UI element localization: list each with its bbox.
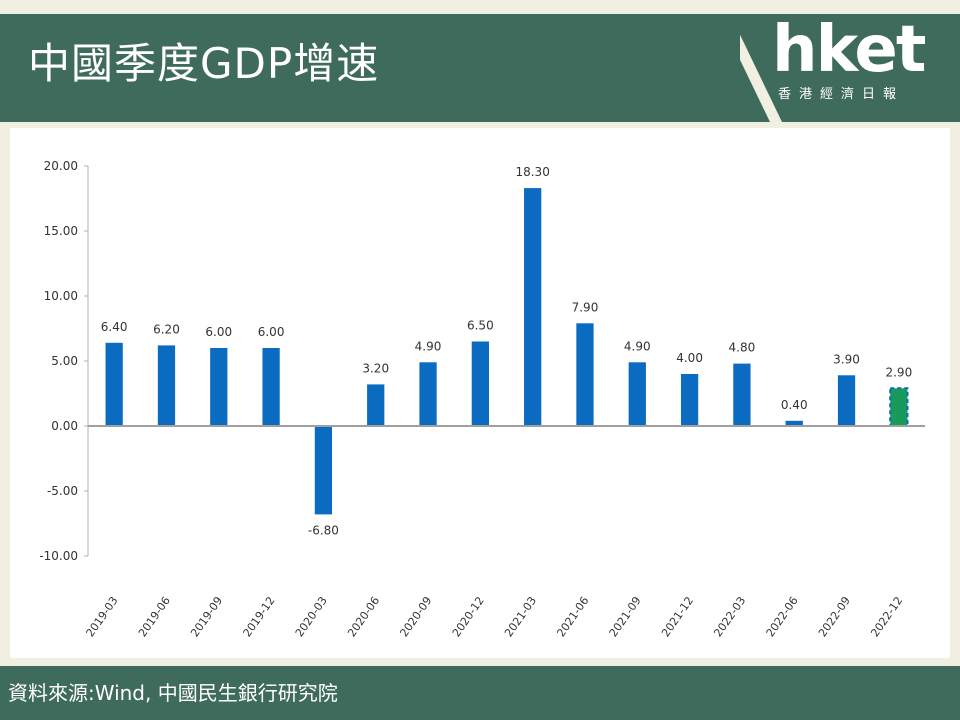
logo-panel xyxy=(740,14,960,122)
x-tick-label: 2022-06 xyxy=(764,594,801,639)
x-tick-label: 2022-03 xyxy=(711,594,748,639)
data-label: 2.90 xyxy=(885,365,912,379)
y-tick-label: 10.00 xyxy=(44,289,78,303)
data-label: 4.00 xyxy=(676,351,703,365)
page-title: 中國季度GDP增速 xyxy=(28,39,380,88)
x-tick-label: 2019-09 xyxy=(188,594,225,639)
x-tick-label: 2021-12 xyxy=(659,594,696,639)
x-tick-label: 2022-12 xyxy=(868,594,905,639)
gdp-bar-chart: 20.00 15.00 10.00 5.00 0.00 -5.00 -10.00 6.40 20… xyxy=(39,159,925,639)
bar xyxy=(576,323,594,426)
bar xyxy=(210,348,228,426)
y-tick-label: 5.00 xyxy=(51,354,78,368)
x-tick-label: 2020-09 xyxy=(397,594,434,639)
x-tick-label: 2020-12 xyxy=(450,594,487,639)
data-label: 4.90 xyxy=(415,339,442,353)
data-label: 6.50 xyxy=(467,319,494,333)
data-label: 4.80 xyxy=(729,341,756,355)
hket-logo: hket xyxy=(772,13,926,87)
data-label: 4.90 xyxy=(624,339,651,353)
bar xyxy=(314,426,333,515)
y-tick-label: 20.00 xyxy=(44,159,78,173)
data-label: 6.20 xyxy=(153,322,180,336)
logo-divider xyxy=(740,34,782,122)
data-label: -6.80 xyxy=(308,523,339,537)
x-tick-label: 2021-03 xyxy=(502,594,539,639)
bar xyxy=(785,420,803,426)
x-tick-label: 2020-06 xyxy=(345,594,382,639)
bar xyxy=(262,348,280,426)
bar xyxy=(419,362,437,426)
bar xyxy=(471,341,489,426)
bar xyxy=(628,362,646,426)
data-label: 0.40 xyxy=(781,398,808,412)
data-label: 3.90 xyxy=(833,352,860,366)
chart-panel: 20.00 15.00 10.00 5.00 0.00 -5.00 -10.00 6.40 20… xyxy=(10,128,950,658)
x-tick-label: 2019-03 xyxy=(84,594,121,639)
bar xyxy=(837,375,856,426)
data-label: 7.90 xyxy=(572,300,599,314)
footer-bar: 資料來源:Wind, 中國民生銀行研究院 xyxy=(0,666,960,720)
data-label: 3.20 xyxy=(362,361,389,375)
bar xyxy=(680,374,699,426)
y-tick-label: 0.00 xyxy=(51,419,78,433)
data-label: 6.00 xyxy=(205,325,232,339)
x-tick-label: 2021-06 xyxy=(554,594,591,639)
x-tick-label: 2022-09 xyxy=(816,594,853,639)
x-tick-label: 2019-06 xyxy=(136,594,173,639)
logo-subtitle: 香港經濟日報 xyxy=(778,87,905,102)
data-label: 6.40 xyxy=(101,320,128,334)
x-tick-label: 2021-09 xyxy=(607,594,644,639)
bar xyxy=(105,342,123,426)
logo-background xyxy=(740,14,960,122)
bar xyxy=(890,388,908,426)
bar xyxy=(367,384,385,426)
x-tick-label: 2020-03 xyxy=(293,594,330,639)
y-tick-label: -10.00 xyxy=(39,549,78,563)
y-tick-label: -5.00 xyxy=(47,484,78,498)
x-tick-label: 2019-12 xyxy=(241,594,278,639)
y-tick-label: 15.00 xyxy=(44,224,78,238)
bar xyxy=(524,188,542,426)
data-label: 18.30 xyxy=(515,165,549,179)
data-label: 6.00 xyxy=(258,325,285,339)
bar xyxy=(157,345,176,426)
source-note: 資料來源:Wind, 中國民生銀行研究院 xyxy=(8,681,338,705)
bar xyxy=(733,363,751,426)
